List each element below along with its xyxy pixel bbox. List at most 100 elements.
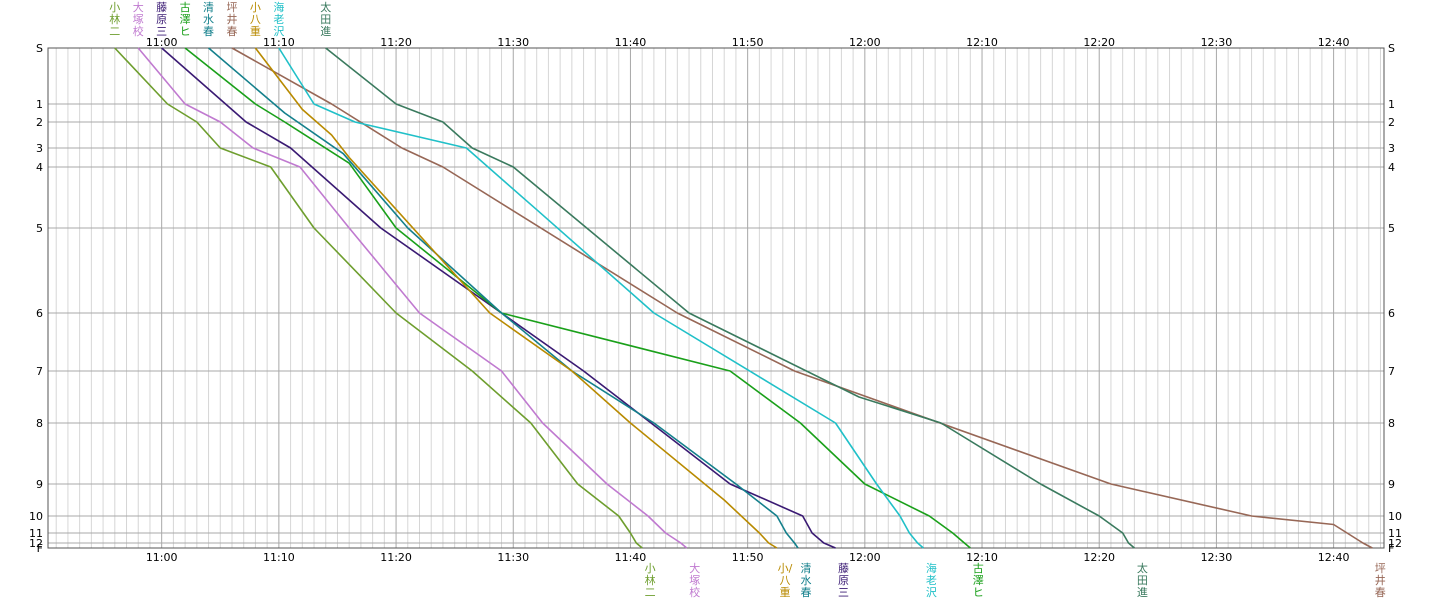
series-bottom-label: 春 — [1375, 586, 1386, 599]
y-tick-label-right: 3 — [1388, 142, 1395, 155]
series-bottom-label: 井 — [1375, 573, 1386, 587]
y-tick-label-right: 2 — [1388, 116, 1395, 129]
x-tick-label-bottom: 12:20 — [1083, 551, 1115, 564]
x-tick-label-top: 12:40 — [1318, 36, 1350, 49]
y-tick-label-left: 1 — [36, 98, 43, 111]
series-line-海老沢 — [278, 47, 924, 549]
series-bottom-label: 原 — [838, 574, 849, 587]
series-top-label: 坪 — [226, 1, 237, 14]
x-tick-label-top: 11:10 — [263, 36, 295, 49]
series-bottom-label: 進 — [1137, 586, 1148, 599]
series-top-label: 太 — [320, 1, 331, 14]
series-line-坪井春 — [231, 47, 1373, 549]
series-bottom-label: 澤 — [973, 574, 984, 587]
series-bottom-label: 三 — [838, 586, 849, 599]
x-tick-label-bottom: 11:00 — [146, 551, 178, 564]
series-top-label: 清 — [203, 1, 214, 14]
series-top-label: 春 — [203, 25, 214, 38]
series-bottom-label: 春 — [801, 586, 812, 599]
series-top-label: 小 — [109, 1, 120, 14]
series-top-label: 海 — [273, 0, 284, 14]
series-bottom-label: 重 — [779, 585, 790, 599]
series-top-label: ヒ — [180, 25, 191, 38]
x-tick-label-bottom: 11:40 — [615, 551, 647, 564]
y-tick-label-left: 9 — [36, 478, 43, 491]
y-tick-label-right: 5 — [1388, 222, 1395, 235]
axis-ticks: 11:00 11:00 11:10 11:10 11:20 11:20 11:30 11:30… — [29, 36, 1402, 564]
series-top-label: 水 — [203, 13, 214, 26]
series-line-藤原三 — [161, 47, 836, 549]
x-tick-label-top: 11:40 — [615, 36, 647, 49]
y-tick-label-right: 7 — [1388, 365, 1395, 378]
y-tick-label-right: S — [1388, 42, 1395, 55]
series-top-label: 三 — [156, 25, 167, 38]
x-tick-label-top: 12:30 — [1201, 36, 1233, 49]
series-bottom-label: 坪 — [1375, 562, 1386, 575]
y-tick-label-right: 12 — [1388, 537, 1402, 550]
x-tick-label-top: 12:20 — [1083, 36, 1115, 49]
y-tick-label-right: F — [1388, 542, 1394, 555]
series-bottom-label: 大 — [689, 561, 700, 575]
series-bottom-label: 古 — [973, 562, 984, 575]
y-tick-label-right: 10 — [1388, 510, 1402, 523]
y-tick-label-left: 3 — [36, 142, 43, 155]
series-bottom-label: 八 — [779, 574, 790, 587]
x-tick-label-top: 11:30 — [497, 36, 529, 49]
series-top-label: 沢 — [273, 24, 284, 38]
plot-border — [47, 47, 1385, 549]
x-tick-label-bottom: 11:30 — [497, 551, 529, 564]
series-lines — [114, 47, 1373, 549]
x-tick-label-bottom: 11:20 — [380, 551, 412, 564]
series-bottom-label: 老 — [926, 574, 937, 587]
series-top-label: 塚 — [133, 13, 144, 26]
series-top-label: 林 — [109, 12, 120, 26]
y-tick-label-right: 6 — [1388, 307, 1395, 320]
series-bottom-label: 校 — [689, 585, 700, 599]
x-tick-label-bottom: 12:10 — [966, 551, 998, 564]
y-tick-label-right: 11 — [1388, 527, 1402, 540]
series-bottom-label: 塚 — [689, 574, 700, 587]
x-tick-label-bottom: 11:10 — [263, 551, 295, 564]
y-tick-label-right: 9 — [1388, 478, 1395, 491]
x-tick-label-top: 11:20 — [380, 36, 412, 49]
series-bottom-label: ヒ — [973, 586, 984, 599]
x-tick-label-bottom: 12:40 — [1318, 551, 1350, 564]
series-top-label: 進 — [320, 25, 331, 38]
series-bottom-label: 小/ — [778, 562, 793, 575]
series-top-label: 小 — [250, 1, 261, 14]
plot-frame — [47, 47, 1385, 549]
series-top-label: 藤 — [156, 1, 167, 14]
series-top-label: 八 — [250, 13, 261, 26]
series-top-label: 井 — [226, 12, 237, 26]
x-tick-label-top: 11:00 — [146, 36, 178, 49]
series-line-小林二 — [114, 47, 643, 549]
y-tick-label-left: 7 — [36, 365, 43, 378]
series-bottom-label: 二 — [645, 586, 656, 599]
y-tick-label-left: 2 — [36, 116, 43, 129]
series-bottom-label: 藤 — [838, 562, 849, 575]
y-tick-label-right: 4 — [1388, 161, 1395, 174]
series-top-label: 澤 — [180, 13, 191, 26]
series-line-大塚校 — [137, 47, 688, 549]
y-tick-label-left: 4 — [36, 161, 43, 174]
series-top-label: 春 — [226, 25, 237, 38]
series-line-清水春 — [208, 47, 799, 549]
series-bottom-label: 小 — [645, 562, 656, 575]
y-tick-label-left: 6 — [36, 307, 43, 320]
y-tick-label-left: S — [36, 42, 43, 55]
series-top-label: 重 — [250, 24, 261, 38]
series-bottom-label: 林 — [645, 573, 656, 587]
y-tick-label-left: 5 — [36, 222, 43, 235]
series-bottom-label: 清 — [801, 562, 812, 575]
y-tick-label-left: 12 — [29, 537, 43, 550]
x-tick-label-top: 11:50 — [732, 36, 764, 49]
y-tick-label-left: 11 — [29, 527, 43, 540]
series-top-label: 大 — [133, 0, 144, 14]
runner-name-labels: 小林二小林二大塚校大塚校藤原三藤原三古澤ヒ古澤ヒ清水春清水春坪井春坪井春小八重小… — [109, 0, 1385, 599]
x-tick-label-bottom: 11:50 — [732, 551, 764, 564]
series-bottom-label: 海 — [926, 561, 937, 575]
x-tick-label-bottom: 12:00 — [849, 551, 881, 564]
series-bottom-label: 太 — [1137, 562, 1148, 575]
x-tick-label-top: 12:10 — [966, 36, 998, 49]
